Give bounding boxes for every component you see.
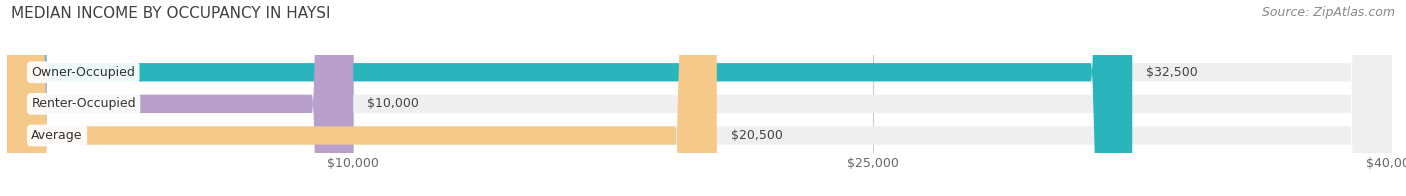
Text: $32,500: $32,500 (1146, 66, 1198, 79)
FancyBboxPatch shape (7, 0, 1392, 196)
Text: $20,500: $20,500 (731, 129, 783, 142)
FancyBboxPatch shape (7, 0, 1392, 196)
Text: MEDIAN INCOME BY OCCUPANCY IN HAYSI: MEDIAN INCOME BY OCCUPANCY IN HAYSI (11, 6, 330, 21)
Text: $10,000: $10,000 (367, 97, 419, 110)
Text: Owner-Occupied: Owner-Occupied (31, 66, 135, 79)
Text: Average: Average (31, 129, 83, 142)
FancyBboxPatch shape (7, 0, 1132, 196)
FancyBboxPatch shape (7, 0, 1392, 196)
Text: Source: ZipAtlas.com: Source: ZipAtlas.com (1261, 6, 1395, 19)
FancyBboxPatch shape (7, 0, 353, 196)
Text: Renter-Occupied: Renter-Occupied (31, 97, 136, 110)
FancyBboxPatch shape (7, 0, 717, 196)
